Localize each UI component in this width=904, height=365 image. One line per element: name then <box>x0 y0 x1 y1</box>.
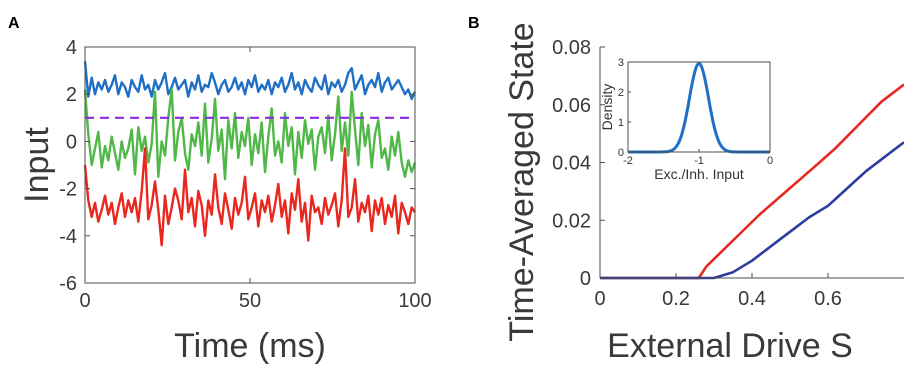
chart-a-y-axis-label: Input <box>18 127 56 203</box>
chart-a-x-tick-label: 50 <box>239 290 261 312</box>
chart-b: 0 0.2 0.4 0.6 0 0.02 0.04 0.06 0.08 External Dri… <box>503 22 904 365</box>
chart-a-x-axis-label: Time (ms) <box>174 327 326 365</box>
chart-a-series-1-line <box>83 61 417 101</box>
chart-b-inset: -2 -1 0 0 1 2 3 Exc./Inh. Input Density <box>599 57 773 182</box>
chart-b-y-tick-label: 0.06 <box>552 95 591 117</box>
chart-b-y-tick-label: 0.04 <box>552 153 591 175</box>
inset-x-tick-label: 0 <box>767 155 773 167</box>
inset-x-tick-label: -1 <box>694 155 704 167</box>
chart-b-x-tick-label: 0.2 <box>662 288 690 310</box>
chart-b-series-group <box>600 83 904 280</box>
chart-a-ticks: 0 50 100 -6 -4 -2 0 2 4 <box>59 37 431 312</box>
chart-b-ticks: 0 0.2 0.4 0.6 0 0.02 0.04 0.06 0.08 <box>552 37 842 310</box>
chart-b-x-tick-label: 0 <box>594 288 605 310</box>
chart-a-y-tick-label: 0 <box>66 131 77 153</box>
panel-letter-a: A <box>8 15 20 32</box>
chart-b-x-tick-label: 0.6 <box>814 288 842 310</box>
panel-letter-b: B <box>468 15 480 32</box>
chart-b-y-tick-label: 0 <box>580 268 591 290</box>
chart-a-y-tick-label: -4 <box>59 226 77 248</box>
chart-b-x-tick-label: 0.4 <box>738 288 766 310</box>
inset-y-axis-label: Density <box>599 84 615 131</box>
chart-a-y-tick-label: -2 <box>59 179 77 201</box>
chart-b-y-tick-label: 0.02 <box>552 210 591 232</box>
chart-a: 0 50 100 -6 -4 -2 0 2 4 Time (ms) Input <box>18 37 432 365</box>
chart-b-x-axis-label: External Drive S <box>607 327 853 365</box>
inset-y-tick-label: 1 <box>618 117 624 129</box>
chart-a-series-group <box>83 61 417 247</box>
chart-a-y-tick-label: -6 <box>59 273 77 295</box>
inset-x-axis-label: Exc./Inh. Input <box>654 166 744 182</box>
chart-b-series-1-line <box>600 83 904 280</box>
chart-b-y-tick-label: 0.08 <box>552 37 591 59</box>
inset-y-tick-label: 3 <box>618 57 624 69</box>
chart-a-y-tick-label: 4 <box>66 37 77 59</box>
chart-b-y-axis-label: Time-Averaged State <box>503 22 541 341</box>
chart-a-y-tick-label: 2 <box>66 84 77 106</box>
chart-a-x-tick-label: 100 <box>398 290 431 312</box>
inset-ticks: -2 -1 0 0 1 2 3 <box>618 57 773 167</box>
chart-b-series-2-line <box>600 141 904 280</box>
chart-a-x-tick-label: 0 <box>79 290 90 312</box>
chart-a-series-2-line <box>83 88 417 181</box>
inset-x-tick-label: -2 <box>623 155 633 167</box>
inset-y-tick-label: 0 <box>618 147 624 159</box>
inset-y-tick-label: 2 <box>618 87 624 99</box>
inset-background <box>628 62 770 152</box>
chart-a-series-3-line <box>83 147 416 247</box>
